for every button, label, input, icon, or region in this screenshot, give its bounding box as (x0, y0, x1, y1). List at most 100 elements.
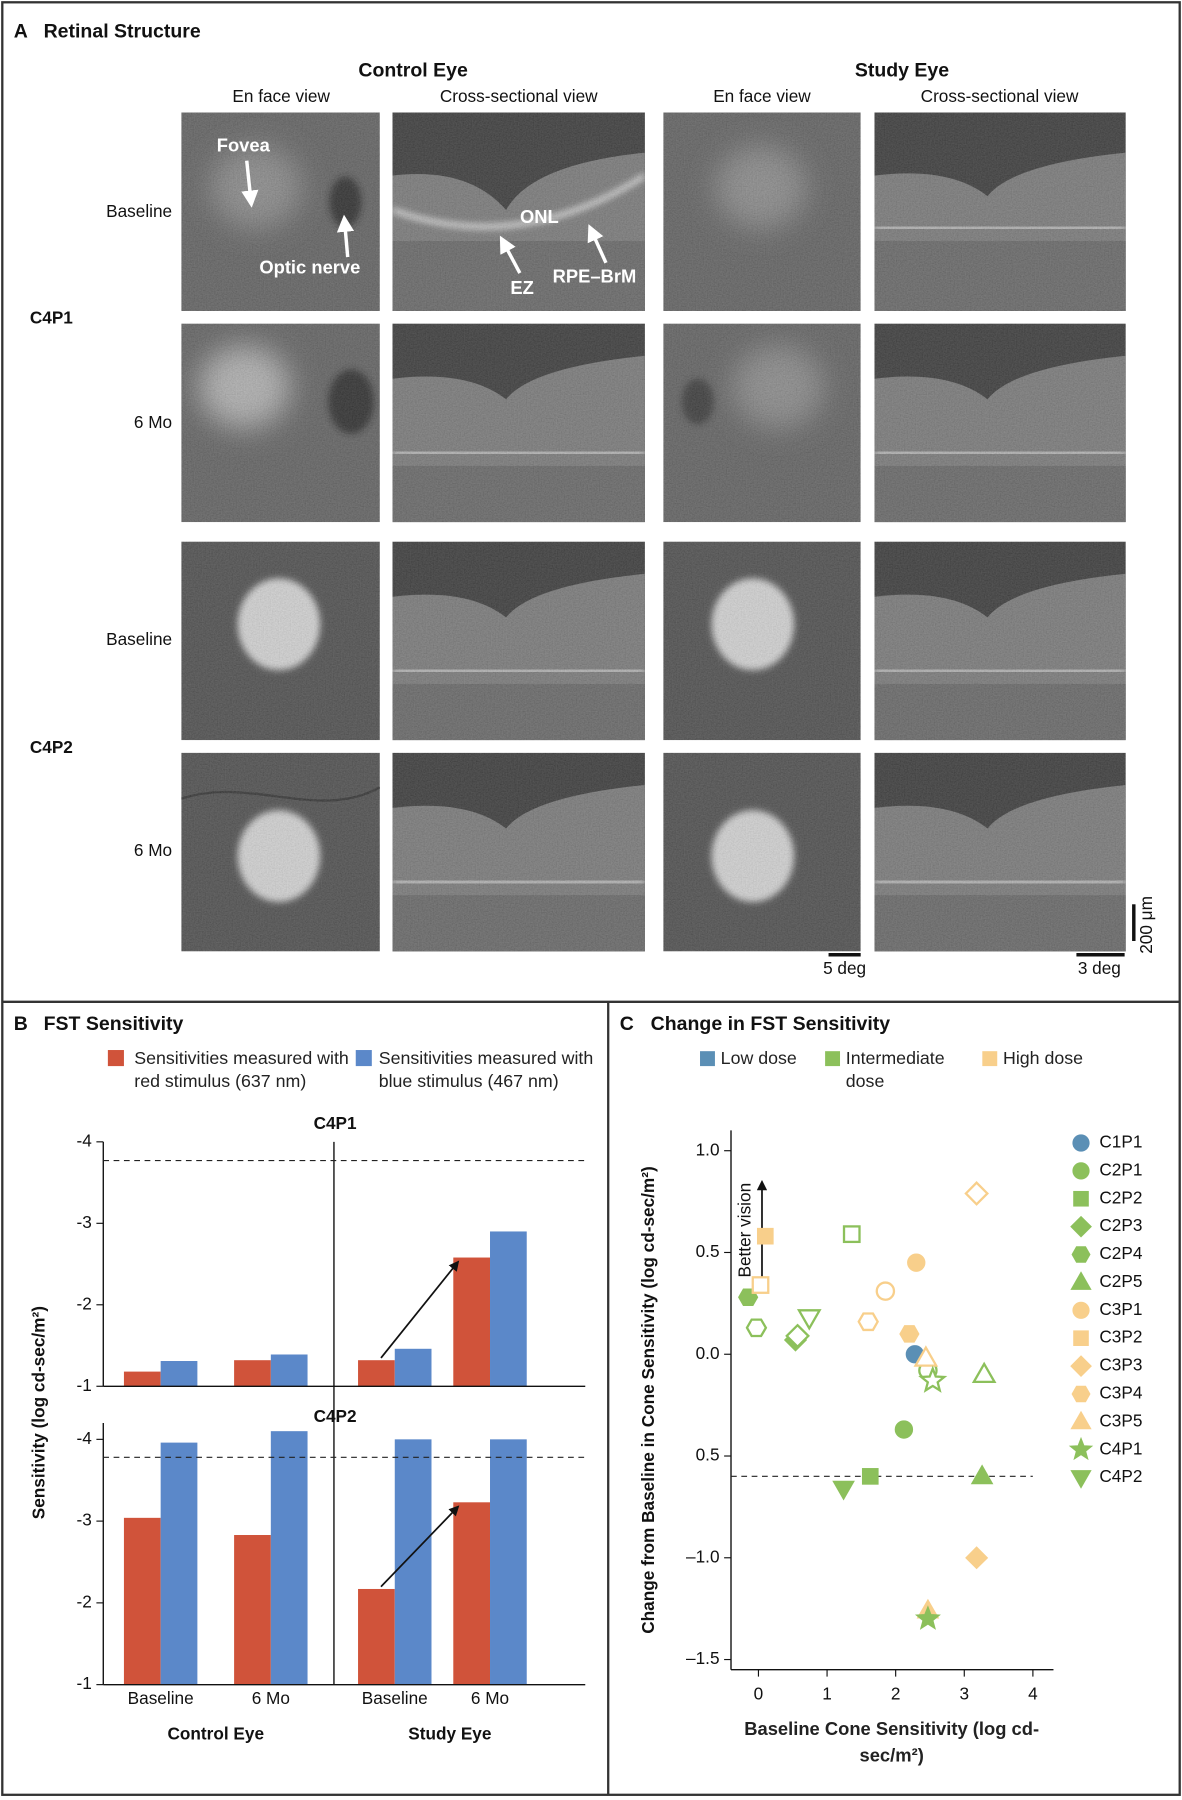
bar (490, 1439, 527, 1685)
scale-label: 3 deg (1078, 958, 1121, 978)
retina-image (392, 112, 645, 311)
bar (394, 1439, 432, 1685)
image-grain (663, 112, 861, 311)
annotation-arrow (499, 235, 522, 274)
point (861, 1468, 879, 1485)
annotation-arrow (587, 224, 608, 264)
x-tick-label: 2 (891, 1684, 901, 1704)
point (875, 1281, 896, 1301)
image-grain (392, 541, 645, 741)
group-label: Control Eye (167, 1724, 264, 1744)
legend-marker (1071, 1246, 1091, 1263)
legend-marker (1072, 1162, 1090, 1180)
image-grain (663, 541, 861, 741)
image-grain (874, 112, 1126, 311)
point (913, 1345, 939, 1367)
retina-image (663, 112, 861, 311)
image-grain (392, 112, 645, 311)
legend-marker (1072, 1134, 1090, 1152)
legend-marker (1070, 1215, 1092, 1238)
y-axis-label: Sensitivity (log cd-sec/m²) (29, 1306, 49, 1519)
legend-label: C2P2 (1099, 1187, 1142, 1207)
point (796, 1309, 822, 1331)
y-tick-label: -4 (77, 1130, 93, 1150)
bar (394, 1348, 432, 1387)
annotation: EZ (510, 277, 533, 298)
panel-title: FST Sensitivity (44, 1013, 184, 1035)
group-label: Study Eye (408, 1724, 491, 1744)
x-tick-label: 0 (754, 1684, 764, 1704)
y-tick-label: -4 (77, 1428, 93, 1448)
annotation: Optic nerve (259, 256, 360, 277)
scale-label: 200 μm (1136, 896, 1156, 954)
image-grain (181, 112, 380, 311)
point (756, 1227, 774, 1245)
legend-marker (1070, 1355, 1092, 1377)
bar (358, 1360, 395, 1387)
x-axis-label: Baseline Cone Sensitivity (log cd-sec/m²… (744, 1720, 1040, 1767)
image-grain (874, 752, 1126, 952)
view-label: Cross-sectional view (440, 86, 598, 106)
y-tick-label: -1 (77, 1673, 92, 1693)
retina-image (392, 752, 645, 952)
view-label: En face view (232, 86, 330, 106)
point (914, 1605, 941, 1630)
bar (160, 1442, 198, 1685)
image-grain (663, 752, 861, 952)
retinal-images (181, 112, 1126, 952)
change-arrow (380, 1260, 460, 1359)
timepoint-label: Baseline (106, 629, 172, 649)
y-tick-label: 0.5 (696, 1241, 720, 1261)
image-grain (392, 323, 645, 523)
legend-label: Sensitivities measured with blue stimulu… (378, 1048, 594, 1092)
x-tick-label: Baseline (128, 1688, 194, 1708)
timepoint-label: Baseline (106, 201, 172, 221)
legend-label: C2P4 (1099, 1243, 1142, 1263)
panel-letter: A (14, 20, 28, 42)
y-tick-label: -2 (77, 1591, 92, 1611)
point (965, 1546, 989, 1570)
retina-image (392, 323, 645, 523)
point (971, 1361, 997, 1384)
retina-image (663, 541, 861, 741)
retina-image (663, 323, 861, 523)
point (899, 1325, 920, 1343)
bar (453, 1502, 491, 1685)
panel-letter: B (14, 1013, 28, 1035)
legend-label: C3P2 (1099, 1327, 1142, 1347)
chart-title: C4P1 (314, 1113, 357, 1133)
y-tick-label: -3 (77, 1212, 92, 1232)
timepoint-label: 6 Mo (134, 412, 172, 432)
x-tick-label: 6 Mo (252, 1688, 290, 1708)
eye-label: Study Eye (855, 59, 949, 81)
legend-marker (1068, 1436, 1094, 1461)
y-tick-label: -1 (77, 1375, 92, 1395)
x-tick-label: 6 Mo (471, 1688, 509, 1708)
legend-label: C4P2 (1099, 1466, 1142, 1486)
timepoint-label: 6 Mo (134, 840, 172, 860)
image-grain (874, 323, 1126, 523)
legend-swatch (355, 1050, 372, 1067)
legend-marker (1070, 1410, 1092, 1430)
x-tick-label: 3 (959, 1684, 969, 1704)
legend-label: C3P5 (1099, 1410, 1142, 1430)
retina-image (874, 112, 1126, 311)
legend-marker (1070, 1470, 1092, 1489)
legend-label: C2P5 (1099, 1271, 1142, 1291)
point (918, 1365, 948, 1393)
legend-label: C1P1 (1099, 1132, 1142, 1152)
legend-label: C3P1 (1099, 1299, 1142, 1319)
panel-letter: C (620, 1013, 634, 1035)
point (857, 1312, 879, 1332)
participant-label: C4P2 (30, 737, 73, 757)
image-grain (181, 541, 380, 741)
legend-label: C3P3 (1099, 1355, 1142, 1375)
view-label: En face view (713, 86, 811, 106)
annotation: Fovea (217, 135, 271, 156)
legend-swatch (107, 1050, 124, 1067)
retina-image (181, 752, 380, 952)
point (745, 1318, 768, 1338)
legend-swatch (982, 1051, 998, 1067)
legend-label: Low dose (720, 1048, 797, 1069)
